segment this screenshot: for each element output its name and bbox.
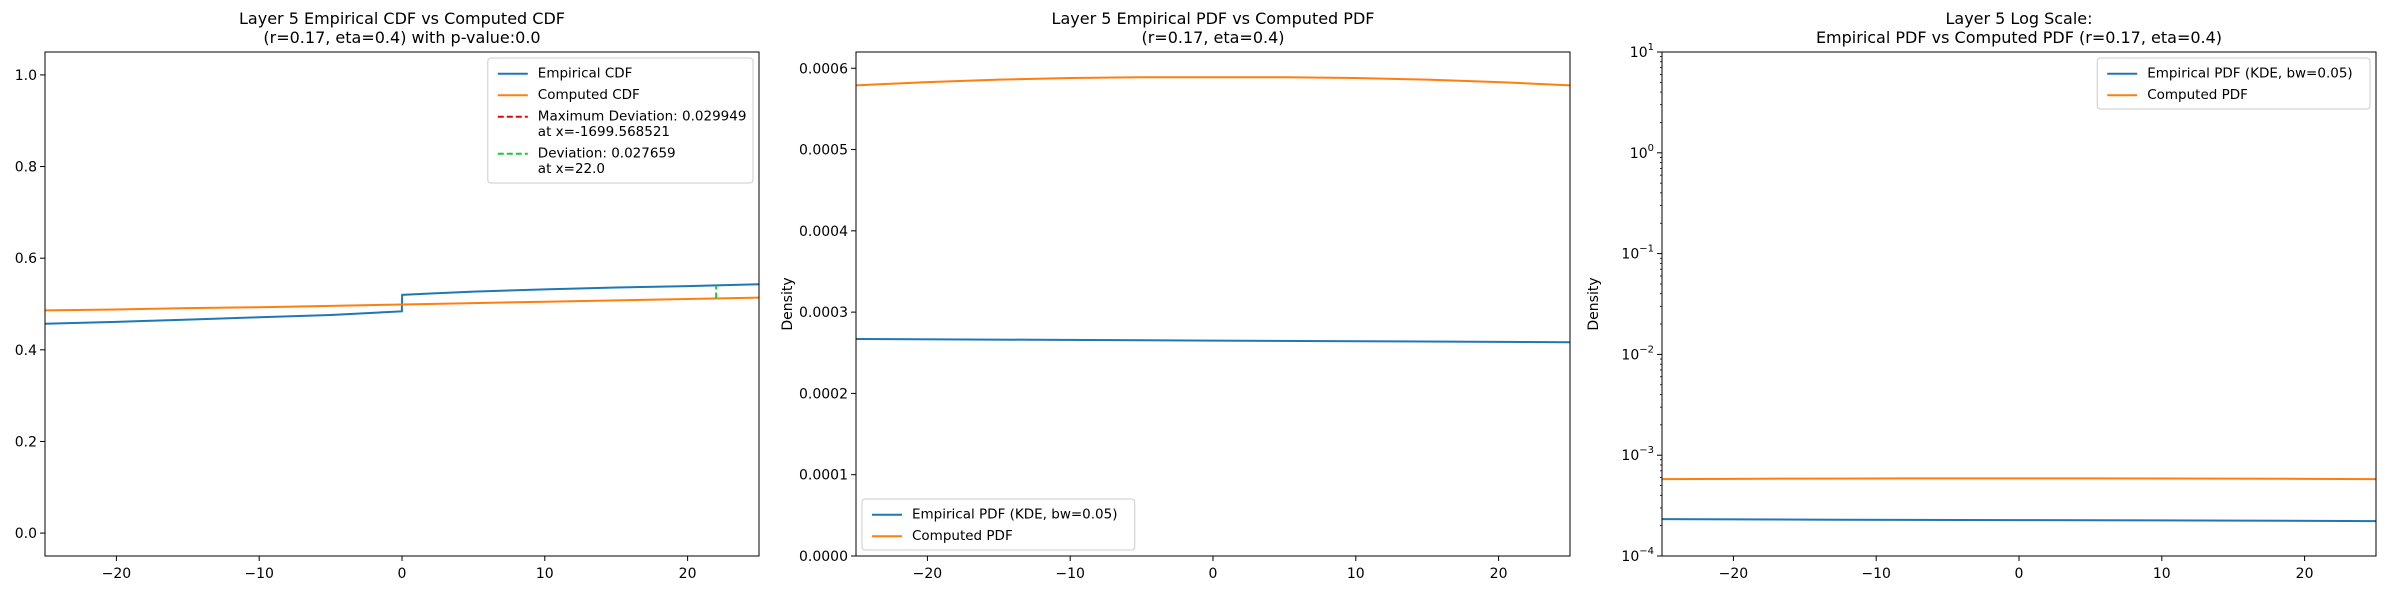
y-tick-label: 0.2	[15, 434, 37, 450]
y-tick-label-exponent: −4	[1639, 546, 1654, 557]
x-tick-label: 10	[1347, 566, 1365, 582]
legend-label: at x=22.0	[538, 161, 605, 177]
cdf-panel: Layer 5 Empirical CDF vs Computed CDF(r=…	[15, 9, 760, 582]
chart-title-line: Layer 5 Log Scale:	[1945, 9, 2092, 28]
y-tick-label: 101	[1630, 42, 1654, 61]
series-line-empirical	[45, 283, 759, 325]
y-tick-label: 0.0	[15, 526, 37, 542]
y-axis-label: Density	[780, 277, 796, 330]
pdf-panel: Layer 5 Empirical PDF vs Computed PDF(r=…	[780, 9, 1571, 582]
y-tick-label: 0.0001	[799, 468, 848, 484]
y-tick-label-exponent: −3	[1639, 445, 1654, 456]
x-tick-label: 0	[398, 566, 407, 582]
y-tick-label: 0.0003	[799, 305, 848, 321]
chart-title-line: Empirical PDF vs Computed PDF (r=0.17, e…	[1816, 28, 2222, 47]
x-tick-label: −10	[1055, 566, 1085, 582]
legend-box	[861, 498, 1136, 551]
x-tick-label: −20	[102, 566, 132, 582]
series-line-empirical	[856, 337, 1570, 344]
y-tick-label: 10−4	[1621, 546, 1654, 565]
y-tick-label-base: 10	[1621, 448, 1639, 464]
legend: Empirical CDF Computed CDF Maximum Deviati…	[487, 57, 754, 184]
legend-box	[487, 57, 754, 184]
y-axis-label: Density	[1586, 277, 1602, 330]
legend-label: Maximum Deviation: 0.029949	[538, 109, 747, 125]
chart-title-line: (r=0.17, eta=0.4)	[1141, 28, 1284, 47]
legend-label: Empirical PDF (KDE, bw=0.05)	[2147, 66, 2353, 82]
y-tick-label: 0.0002	[799, 386, 848, 402]
plot-frame	[44, 51, 760, 557]
y-tick-label-base: 10	[1630, 45, 1648, 61]
legend-label: Empirical CDF	[538, 66, 633, 82]
x-tick-label: −10	[244, 566, 274, 582]
series-group	[45, 283, 759, 325]
legend: Empirical PDF (KDE, bw=0.05) Computed PDF	[861, 498, 1136, 551]
legend: Empirical PDF (KDE, bw=0.05) Computed PDF	[2096, 57, 2371, 110]
y-tick-label: 0.0004	[799, 224, 848, 240]
y-tick-label-base: 10	[1621, 247, 1639, 263]
y-tick-label: 0.0005	[799, 143, 848, 159]
y-tick-label: 1.0	[15, 68, 37, 84]
legend-label: Empirical PDF (KDE, bw=0.05)	[912, 507, 1118, 523]
series-line-computed	[856, 76, 1570, 87]
y-tick-label: 0.4	[15, 343, 37, 359]
y-tick-label-exponent: −2	[1639, 344, 1654, 355]
legend-label: Computed PDF	[2147, 87, 2248, 103]
legend-label: Computed PDF	[912, 528, 1013, 544]
y-tick-label: 10−2	[1621, 344, 1654, 363]
y-tick-label-base: 10	[1621, 549, 1639, 565]
y-tick-label-exponent: 0	[1648, 143, 1654, 154]
y-tick-label: 0.8	[15, 160, 37, 176]
x-tick-label: 0	[2015, 566, 2024, 582]
x-tick-label: 0	[1209, 566, 1218, 582]
legend-label: Deviation: 0.027659	[538, 146, 676, 162]
series-group	[856, 76, 1570, 344]
series-line-computed	[45, 296, 759, 312]
legend-label: at x=-1699.568521	[538, 124, 670, 140]
series-group	[1662, 477, 2376, 523]
plot-frame	[855, 51, 1571, 557]
y-tick-label-exponent: −1	[1639, 244, 1654, 255]
x-tick-label: −10	[1861, 566, 1891, 582]
y-tick-label: 0.0006	[799, 61, 848, 77]
x-tick-label: 20	[1490, 566, 1508, 582]
y-tick-label: 100	[1630, 143, 1654, 162]
chart-title-line: Layer 5 Empirical CDF vs Computed CDF	[239, 9, 565, 28]
series-line-computed	[1662, 477, 2376, 481]
legend-box	[2096, 57, 2371, 110]
y-tick-label-base: 10	[1630, 146, 1648, 162]
y-tick-label: 10−1	[1621, 244, 1654, 263]
x-tick-label: −20	[913, 566, 943, 582]
chart-title-line: Layer 5 Empirical PDF vs Computed PDF	[1052, 9, 1375, 28]
x-tick-label: 10	[536, 566, 554, 582]
y-tick-label: 0.0000	[799, 549, 848, 565]
chart-title-line: (r=0.17, eta=0.4) with p-value:0.0	[263, 28, 540, 47]
x-tick-label: −20	[1719, 566, 1749, 582]
y-tick-label: 0.6	[15, 251, 37, 267]
y-tick-label-exponent: 1	[1648, 42, 1654, 53]
x-tick-label: 10	[2153, 566, 2171, 582]
plot-frame	[1661, 51, 2377, 557]
log-pdf-panel: Layer 5 Log Scale:Empirical PDF vs Compu…	[1586, 9, 2377, 582]
y-tick-label-base: 10	[1621, 347, 1639, 363]
x-tick-label: 20	[679, 566, 697, 582]
x-tick-label: 20	[2296, 566, 2314, 582]
legend-label: Computed CDF	[538, 87, 640, 103]
series-line-empirical	[1662, 518, 2376, 523]
y-tick-label: 10−3	[1621, 445, 1654, 464]
